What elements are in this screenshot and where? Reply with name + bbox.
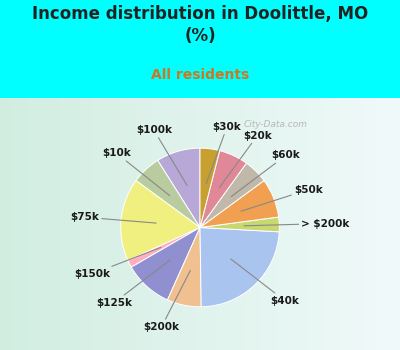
Wedge shape xyxy=(200,228,279,307)
Wedge shape xyxy=(200,163,264,228)
Text: $10k: $10k xyxy=(102,148,170,196)
Text: $125k: $125k xyxy=(96,260,170,308)
Wedge shape xyxy=(200,148,220,228)
Text: $20k: $20k xyxy=(219,131,272,188)
Text: $60k: $60k xyxy=(231,150,300,197)
Text: City-Data.com: City-Data.com xyxy=(244,120,308,130)
Wedge shape xyxy=(168,228,201,307)
Text: $30k: $30k xyxy=(206,122,242,184)
Wedge shape xyxy=(131,228,200,300)
Wedge shape xyxy=(200,217,279,232)
Text: $50k: $50k xyxy=(241,184,323,211)
Text: $100k: $100k xyxy=(136,125,187,186)
Wedge shape xyxy=(128,228,200,267)
Wedge shape xyxy=(121,181,200,260)
Text: $40k: $40k xyxy=(231,259,299,306)
Text: $75k: $75k xyxy=(70,212,156,223)
Text: All residents: All residents xyxy=(151,68,249,82)
Text: Income distribution in Doolittle, MO
(%): Income distribution in Doolittle, MO (%) xyxy=(32,5,368,46)
Text: $200k: $200k xyxy=(144,271,190,332)
Text: $150k: $150k xyxy=(74,247,161,279)
Wedge shape xyxy=(200,181,279,228)
Wedge shape xyxy=(158,148,200,228)
Text: > $200k: > $200k xyxy=(244,218,350,229)
Wedge shape xyxy=(136,160,200,228)
Wedge shape xyxy=(200,150,246,228)
